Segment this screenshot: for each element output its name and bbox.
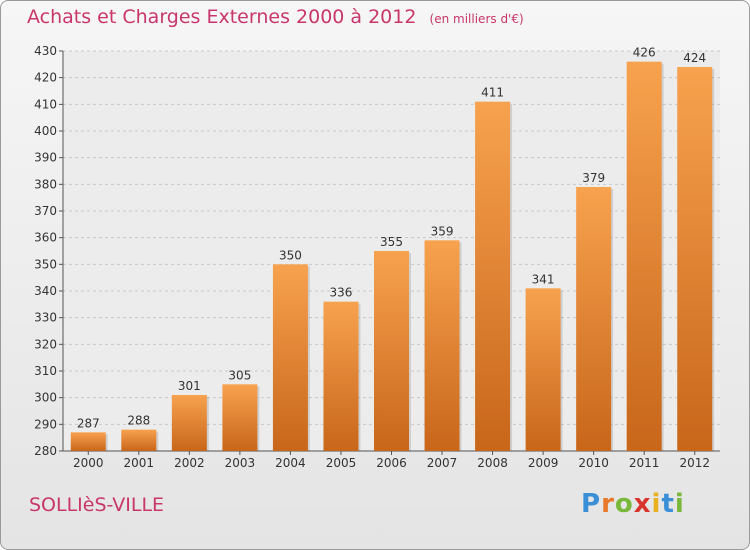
bar: [374, 251, 409, 451]
x-tick-label: 2000: [73, 456, 104, 470]
y-tick-label: 390: [34, 151, 57, 165]
x-tick-label: 2009: [528, 456, 559, 470]
value-label: 287: [77, 416, 100, 430]
chart-title: Achats et Charges Externes 2000 à 2012: [27, 6, 417, 28]
y-tick-label: 300: [34, 391, 57, 405]
logo-letter: t: [661, 489, 675, 519]
chart-subtitle: (en milliers d'€): [429, 12, 524, 26]
logo-letter: x: [633, 489, 652, 519]
value-label: 341: [532, 272, 555, 286]
y-tick-label: 420: [34, 71, 57, 85]
x-tick-label: 2007: [427, 456, 458, 470]
value-label: 424: [683, 51, 706, 65]
bar: [121, 429, 157, 451]
x-tick-label: 2008: [477, 456, 508, 470]
logo-letter: i: [674, 489, 685, 519]
bar: [171, 395, 207, 451]
y-tick-label: 380: [34, 177, 57, 191]
title-row: Achats et Charges Externes 2000 à 2012 (…: [27, 6, 524, 28]
y-tick-label: 400: [34, 124, 57, 138]
logo-letter: r: [601, 489, 615, 519]
bar: [323, 301, 359, 451]
x-tick-label: 2006: [376, 456, 407, 470]
value-label: 359: [431, 224, 454, 238]
bar: [626, 61, 662, 452]
x-tick-label: 2004: [275, 456, 306, 470]
bar: [576, 187, 612, 451]
x-tick-label: 2011: [629, 456, 660, 470]
bar: [272, 264, 308, 451]
y-tick-label: 330: [34, 311, 57, 325]
value-label: 305: [228, 368, 251, 382]
bar: [424, 240, 460, 451]
y-tick-label: 310: [34, 364, 57, 378]
y-tick-label: 280: [34, 444, 57, 458]
y-tick-label: 340: [34, 284, 57, 298]
bar: [475, 101, 511, 452]
x-tick-label: 2010: [578, 456, 609, 470]
x-tick-label: 2001: [124, 456, 155, 470]
logo-letter: P: [581, 489, 602, 519]
y-tick-label: 290: [34, 417, 57, 431]
x-tick-label: 2003: [225, 456, 256, 470]
value-label: 288: [127, 414, 150, 428]
value-label: 350: [279, 248, 302, 262]
y-tick-label: 360: [34, 231, 57, 245]
x-tick-label: 2002: [174, 456, 205, 470]
y-tick-label: 320: [34, 337, 57, 351]
bar: [70, 432, 106, 451]
value-label: 426: [633, 46, 656, 60]
logo-letter: i: [651, 489, 662, 519]
bar: [525, 288, 561, 451]
x-tick-label: 2005: [326, 456, 357, 470]
value-label: 379: [582, 171, 605, 185]
value-label: 336: [330, 286, 353, 300]
proxiti-logo: Proxiti: [581, 489, 685, 519]
x-tick-label: 2012: [679, 456, 710, 470]
value-label: 411: [481, 86, 504, 100]
value-label: 301: [178, 379, 201, 393]
logo-letter: o: [614, 489, 634, 519]
value-label: 355: [380, 235, 403, 249]
y-tick-label: 430: [34, 44, 57, 58]
bar: [677, 67, 713, 451]
place-name: SOLLIèS-VILLE: [29, 494, 165, 516]
y-tick-label: 410: [34, 97, 57, 111]
y-tick-label: 350: [34, 257, 57, 271]
bar: [222, 384, 258, 451]
y-tick-label: 370: [34, 204, 57, 218]
